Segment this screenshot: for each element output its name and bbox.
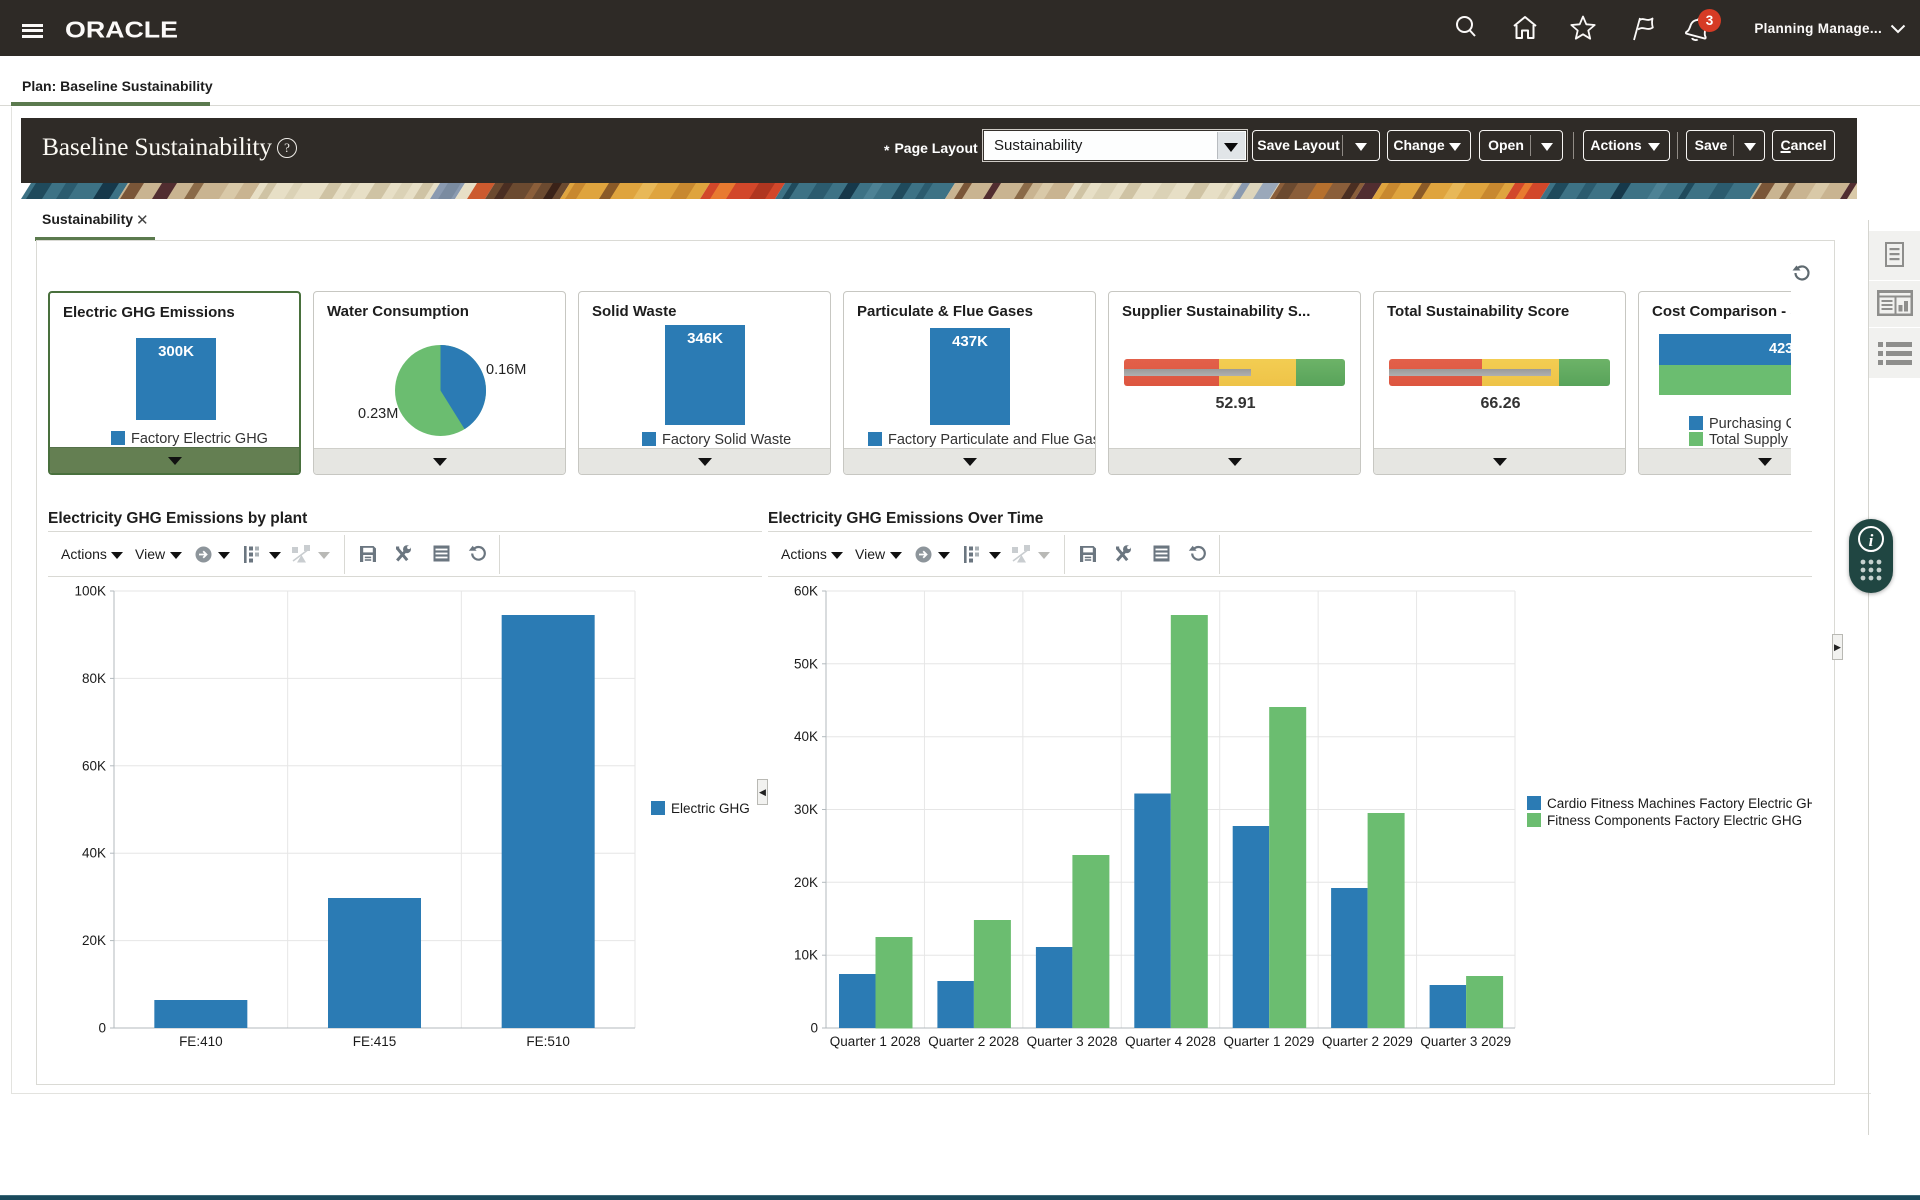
svg-text:Quarter 4 2028: Quarter 4 2028 <box>1125 1034 1216 1049</box>
svg-text:10K: 10K <box>794 948 818 963</box>
svg-text:50K: 50K <box>794 656 818 671</box>
svg-text:20K: 20K <box>82 933 106 948</box>
svg-text:FE:410: FE:410 <box>179 1034 223 1049</box>
svg-text:100K: 100K <box>74 584 106 599</box>
svg-text:Quarter 1 2028: Quarter 1 2028 <box>830 1034 921 1049</box>
svg-text:60K: 60K <box>82 758 106 773</box>
svg-text:FE:510: FE:510 <box>526 1034 570 1049</box>
svg-text:Quarter 3 2029: Quarter 3 2029 <box>1420 1034 1511 1049</box>
svg-text:40K: 40K <box>794 729 818 744</box>
svg-text:0: 0 <box>810 1021 818 1036</box>
svg-text:Fitness Components Factory Ele: Fitness Components Factory Electric GHG <box>1547 813 1802 828</box>
svg-text:60K: 60K <box>794 584 818 599</box>
svg-text:80K: 80K <box>82 671 106 686</box>
svg-text:Quarter 2 2028: Quarter 2 2028 <box>928 1034 1019 1049</box>
svg-text:FE:415: FE:415 <box>353 1034 397 1049</box>
svg-text:40K: 40K <box>82 846 106 861</box>
svg-text:30K: 30K <box>794 802 818 817</box>
svg-text:20K: 20K <box>794 875 818 890</box>
svg-text:0: 0 <box>98 1021 106 1036</box>
svg-text:Cardio Fitness Machines Factor: Cardio Fitness Machines Factory Electric… <box>1547 796 1812 811</box>
svg-text:Quarter 1 2029: Quarter 1 2029 <box>1224 1034 1315 1049</box>
svg-text:Quarter 3 2028: Quarter 3 2028 <box>1027 1034 1118 1049</box>
svg-text:Electric GHG: Electric GHG <box>671 801 750 816</box>
svg-text:Quarter 2 2029: Quarter 2 2029 <box>1322 1034 1413 1049</box>
svg-text:ORACLE: ORACLE <box>65 17 178 41</box>
